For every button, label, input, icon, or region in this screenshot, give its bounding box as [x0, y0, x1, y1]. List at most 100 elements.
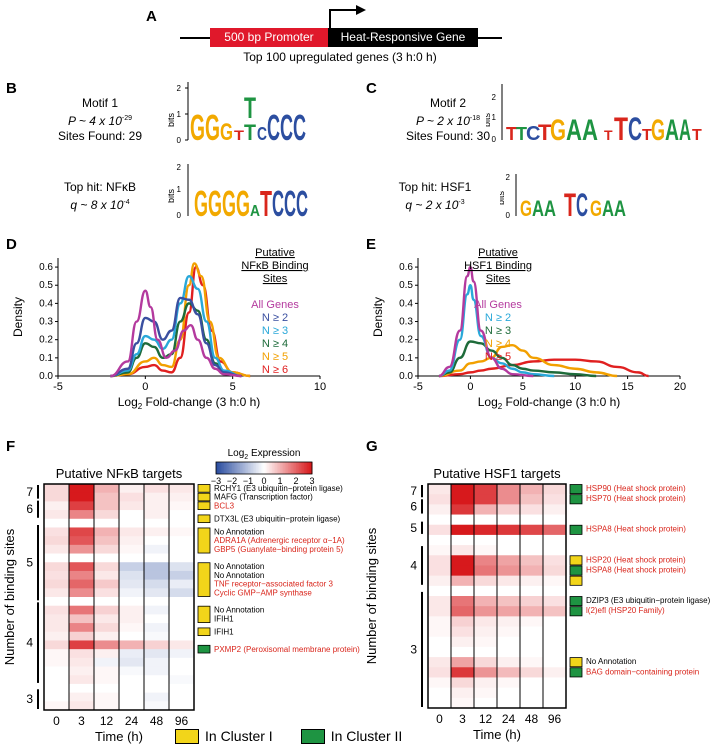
heatmap-cell [543, 596, 567, 607]
colorbar-segment [275, 462, 278, 474]
colorbar-segment [233, 462, 236, 474]
heatmap-cell [451, 687, 475, 699]
heatmap-cell [119, 553, 145, 563]
y-tick-label: 0.1 [399, 353, 413, 364]
svg-text:T: T [260, 183, 272, 220]
colorbar-segment [294, 462, 297, 474]
motif1-p: P ~ 4 x 10 [67, 114, 122, 128]
motif2-q-exp: -3 [458, 199, 465, 206]
svg-text:C: C [296, 183, 308, 220]
x-tick-label: 10 [314, 381, 326, 393]
heatmap-cell [169, 518, 195, 528]
colorbar-title: Log2 Expression [228, 448, 301, 461]
cluster2-marker [569, 596, 583, 607]
x-tick-label: 48 [525, 712, 539, 726]
heatmap-cell [428, 504, 452, 516]
heatmap-cell [69, 484, 95, 494]
group-label: 4 [26, 636, 33, 650]
heatmap-cell [94, 605, 120, 615]
heatmap-cell [543, 565, 567, 577]
heatmap-cell [451, 626, 475, 638]
heatmap-cell [144, 492, 170, 502]
heatmap-cell [69, 701, 95, 711]
svg-text:A: A [602, 196, 614, 220]
gene-label: ADRA1A (Adrenergic receptor α−1A) [214, 536, 345, 545]
colorbar-segment [278, 462, 281, 474]
heatmap-cell [44, 597, 70, 607]
heatmap-cell [69, 623, 95, 633]
x-tick-label: 12 [479, 712, 493, 726]
colorbar-segment [236, 462, 239, 474]
x-axis-label: Log2 Fold-change (3 h:0 h) [478, 395, 621, 411]
heatmap-cell [520, 514, 544, 526]
svg-text:A: A [614, 196, 626, 220]
heatmap-cell [119, 692, 145, 702]
heatmap-cell [119, 701, 145, 711]
motif2-p-exp: -18 [469, 115, 481, 122]
svg-text:A: A [544, 196, 556, 220]
heatmap-cell [520, 667, 544, 678]
heatmap-cell [94, 527, 120, 537]
density-series [110, 289, 242, 378]
heatmap-cell [451, 646, 475, 658]
x-tick-label: 15 [621, 381, 633, 393]
heatmap-cell [69, 570, 95, 581]
heatmap-cell [169, 492, 195, 502]
heatmap-cell [44, 562, 70, 572]
colorbar-segment [289, 462, 292, 474]
density-series [110, 296, 242, 378]
heatmap-cell [497, 626, 521, 638]
heatmap-cell [69, 536, 95, 546]
svg-text:2: 2 [492, 93, 497, 102]
panel-letter-a: A [146, 8, 157, 25]
heatmap-cell [474, 636, 498, 648]
panel-letter-b: B [6, 80, 17, 97]
heatmap-cell [428, 636, 452, 648]
heatmap-cell [497, 636, 521, 648]
density-series [438, 340, 597, 378]
svg-text:T: T [604, 127, 613, 143]
heatmap-cell [119, 518, 145, 528]
heatmap-cell [169, 501, 195, 511]
y-axis-label: Number of binding sites [2, 528, 17, 665]
heatmap-cell [94, 588, 120, 598]
heatmap-cell [144, 579, 170, 589]
gene-label: HSP70 (Heat shock protein) [586, 494, 686, 503]
heatmap-cell [44, 510, 70, 520]
y-tick-label: 0.4 [39, 298, 53, 309]
heatmap-cell [144, 692, 170, 702]
heatmap-cell [428, 585, 452, 597]
heatmap-cell [451, 585, 475, 597]
svg-text:0: 0 [177, 211, 182, 220]
x-tick-label: -5 [413, 381, 423, 393]
svg-text:T: T [516, 124, 527, 144]
colorbar-segment [268, 462, 271, 474]
heatmap-cell [94, 553, 120, 563]
colorbar-segment [307, 462, 310, 474]
gene-label: IFIH1 [214, 627, 234, 636]
svg-text:T: T [244, 92, 256, 125]
legend-item: N ≥ 4 [262, 338, 288, 350]
heatmap-cell [451, 636, 475, 648]
heatmap-cell [520, 606, 544, 617]
svg-text:C: C [280, 107, 293, 148]
heatmap-cell [428, 657, 452, 668]
heatmap-cell [497, 657, 521, 668]
heatmap-cell [169, 588, 195, 598]
heatmap-cell [543, 687, 567, 699]
heatmap-cell [428, 494, 452, 505]
heatmap-cell [451, 534, 475, 546]
heatmap-cell [169, 631, 195, 641]
heatmap-cell [474, 545, 498, 556]
legend-title: Putative [255, 247, 295, 259]
heatmap-cell [94, 675, 120, 685]
svg-text:A: A [532, 196, 544, 220]
motif1-q-exp: -4 [123, 199, 130, 206]
heatmap-cell [520, 687, 544, 699]
heatmap-cell [144, 597, 170, 607]
y-tick-label: 0.2 [39, 335, 53, 346]
colorbar-segment [283, 462, 286, 474]
colorbar-segment [291, 462, 294, 474]
heatmap-cell [169, 614, 195, 624]
cluster1-marker [197, 627, 211, 637]
